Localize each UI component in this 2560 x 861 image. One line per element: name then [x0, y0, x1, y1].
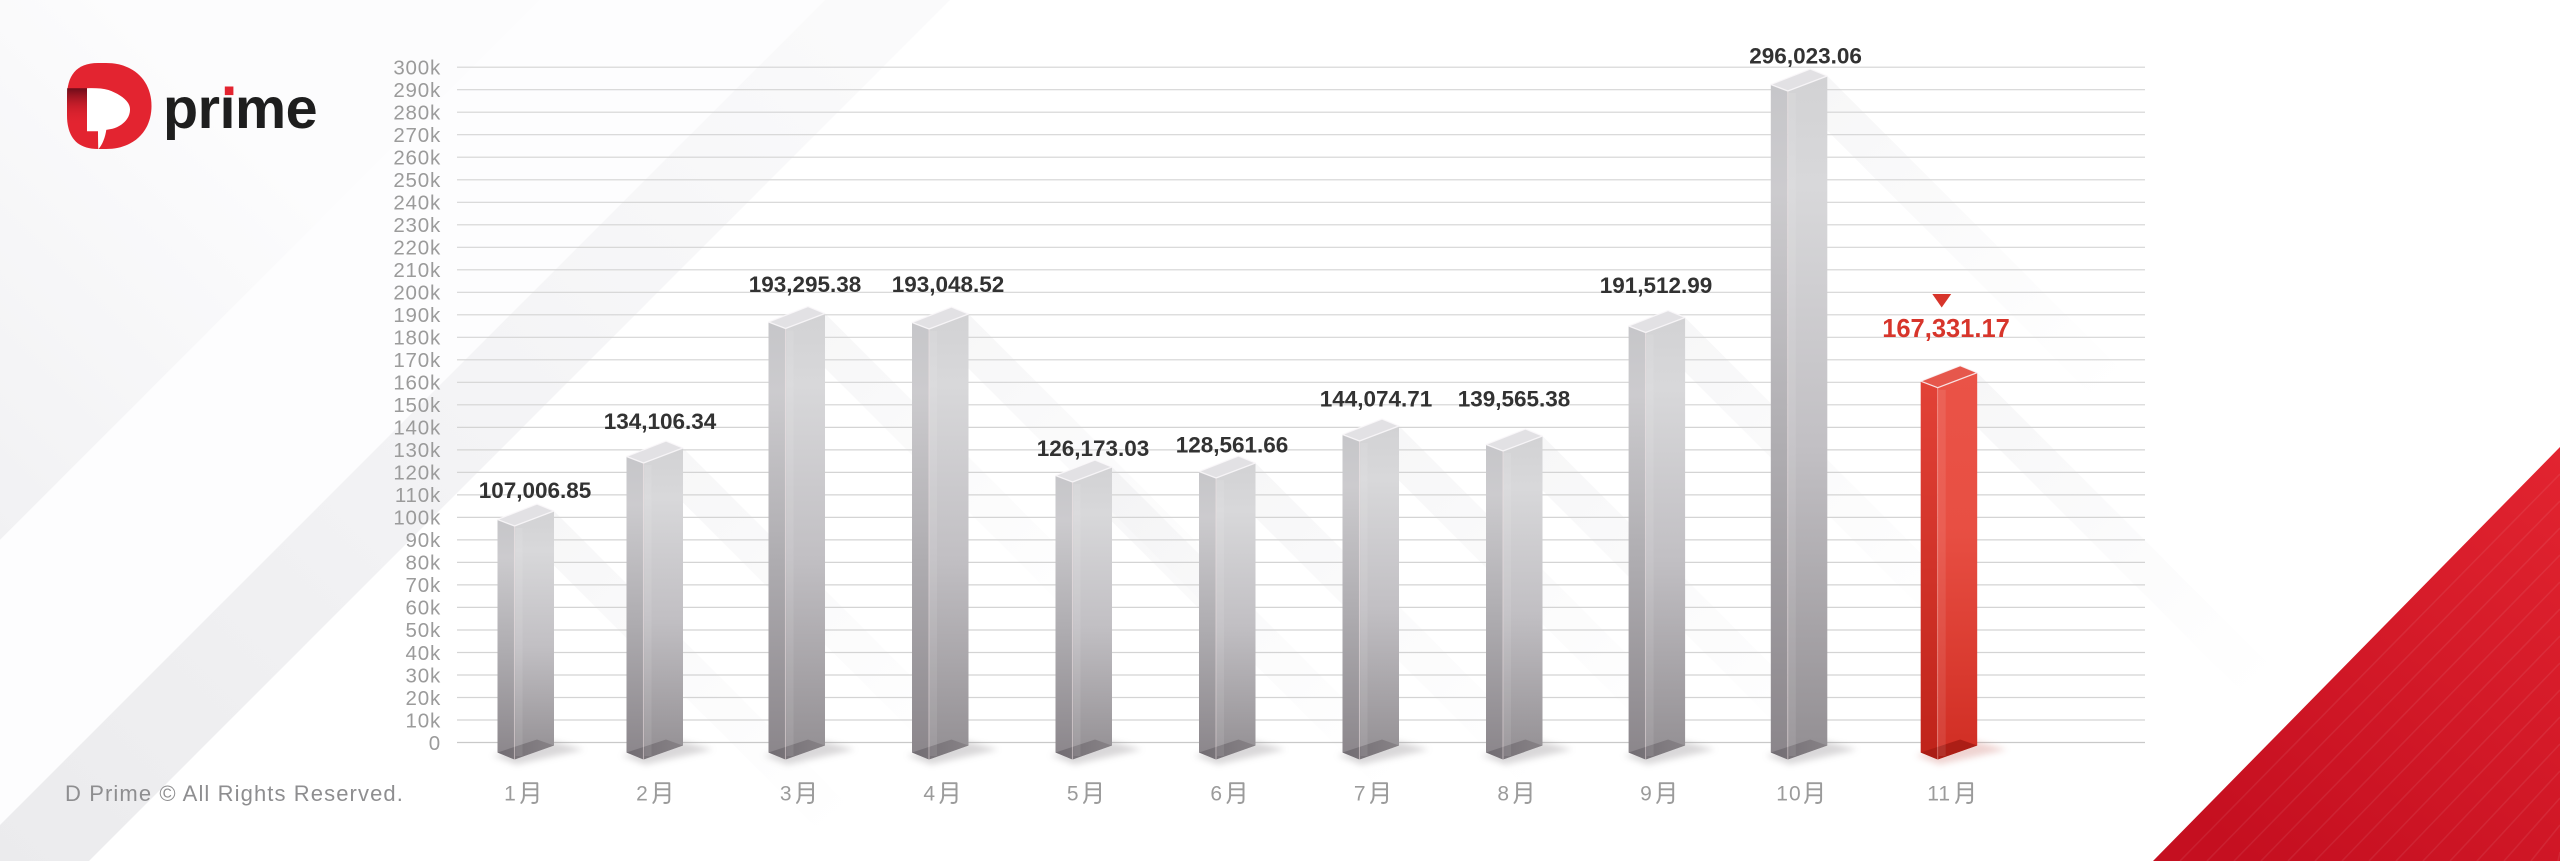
- svg-text:160k: 160k: [393, 372, 441, 395]
- svg-text:10k: 10k: [406, 709, 441, 732]
- svg-text:180k: 180k: [393, 327, 441, 350]
- svg-text:140k: 140k: [393, 417, 441, 440]
- svg-text:270k: 270k: [393, 124, 441, 147]
- svg-text:7: 7: [1354, 783, 1367, 806]
- svg-text:10: 10: [1776, 783, 1801, 806]
- svg-text:110k: 110k: [395, 484, 441, 507]
- svg-text:126,173.03: 126,173.03: [1037, 436, 1150, 461]
- svg-text:5: 5: [1067, 783, 1080, 806]
- svg-text:107,006.85: 107,006.85: [479, 478, 592, 503]
- svg-text:60k: 60k: [406, 597, 441, 620]
- svg-text:191,512.99: 191,512.99: [1600, 273, 1713, 298]
- svg-text:300k: 300k: [393, 57, 441, 80]
- svg-text:6: 6: [1210, 783, 1223, 806]
- svg-text:134,106.34: 134,106.34: [604, 409, 717, 434]
- svg-text:40k: 40k: [406, 642, 441, 665]
- svg-text:190k: 190k: [393, 304, 441, 327]
- svg-text:prıme: prıme: [163, 77, 317, 141]
- svg-text:100k: 100k: [393, 507, 441, 530]
- svg-text:120k: 120k: [393, 462, 441, 485]
- svg-text:130k: 130k: [393, 439, 441, 462]
- svg-text:193,295.38: 193,295.38: [749, 272, 862, 297]
- svg-text:193,048.52: 193,048.52: [892, 272, 1005, 297]
- svg-text:1: 1: [504, 783, 517, 806]
- svg-text:70k: 70k: [406, 574, 441, 597]
- svg-text:296,023.06: 296,023.06: [1749, 44, 1862, 69]
- svg-text:8: 8: [1497, 783, 1510, 806]
- svg-text:9: 9: [1640, 783, 1653, 806]
- svg-text:4: 4: [923, 783, 936, 806]
- svg-text:128,561.66: 128,561.66: [1176, 433, 1289, 458]
- svg-text:200k: 200k: [393, 282, 441, 305]
- svg-text:80k: 80k: [406, 552, 441, 575]
- svg-text:2: 2: [636, 783, 649, 806]
- svg-text:290k: 290k: [393, 79, 441, 102]
- svg-text:90k: 90k: [406, 529, 441, 552]
- svg-text:230k: 230k: [393, 214, 441, 237]
- svg-text:144,074.71: 144,074.71: [1320, 386, 1433, 411]
- svg-text:3: 3: [780, 783, 793, 806]
- svg-text:139,565.38: 139,565.38: [1458, 386, 1571, 411]
- svg-text:30k: 30k: [406, 664, 441, 687]
- svg-text:167,331.17: 167,331.17: [1882, 315, 2010, 343]
- svg-text:250k: 250k: [393, 169, 441, 192]
- svg-text:20k: 20k: [406, 687, 441, 710]
- svg-text:170k: 170k: [393, 349, 441, 372]
- svg-text:150k: 150k: [393, 394, 441, 417]
- svg-text:280k: 280k: [393, 102, 441, 125]
- svg-text:D Prime © All Rights Reserved.: D Prime © All Rights Reserved.: [65, 781, 404, 806]
- svg-text:240k: 240k: [393, 192, 441, 215]
- svg-text:11: 11: [1927, 783, 1951, 806]
- svg-text:210k: 210k: [393, 259, 441, 282]
- svg-text:0: 0: [429, 732, 441, 755]
- svg-text:50k: 50k: [406, 619, 441, 642]
- svg-text:220k: 220k: [393, 237, 441, 260]
- svg-text:260k: 260k: [393, 147, 441, 170]
